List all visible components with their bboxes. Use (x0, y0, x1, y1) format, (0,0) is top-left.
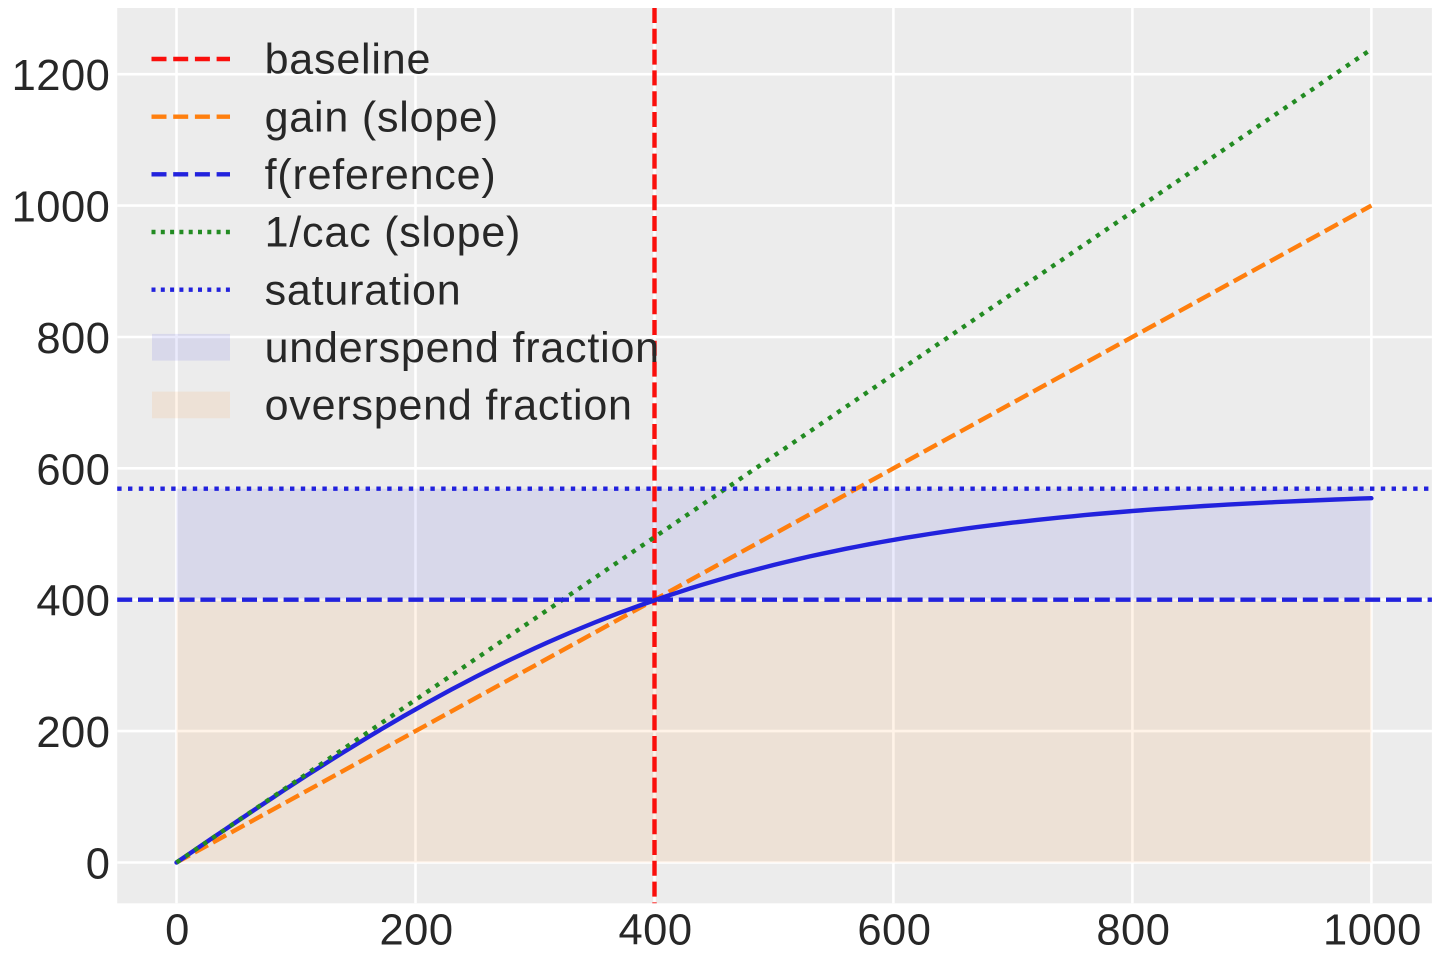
svg-text:1000: 1000 (12, 184, 111, 232)
svg-text:0: 0 (165, 906, 190, 954)
svg-text:600: 600 (36, 446, 110, 494)
svg-text:600: 600 (857, 906, 931, 954)
svg-text:1/cac (slope): 1/cac (slope) (265, 209, 522, 257)
svg-text:saturation: saturation (265, 266, 462, 314)
svg-text:f(reference): f(reference) (265, 151, 497, 199)
svg-text:800: 800 (36, 315, 110, 363)
svg-text:200: 200 (379, 906, 453, 954)
svg-text:1000: 1000 (1323, 906, 1422, 954)
svg-text:0: 0 (86, 841, 111, 889)
svg-text:400: 400 (36, 578, 110, 626)
svg-text:gain (slope): gain (slope) (265, 93, 499, 141)
svg-text:800: 800 (1096, 906, 1170, 954)
svg-text:1200: 1200 (12, 52, 111, 100)
svg-text:overspend fraction: overspend fraction (265, 382, 633, 430)
svg-text:200: 200 (36, 709, 110, 757)
svg-text:400: 400 (618, 906, 692, 954)
svg-text:baseline: baseline (265, 36, 432, 84)
svg-text:underspend fraction: underspend fraction (265, 324, 660, 372)
